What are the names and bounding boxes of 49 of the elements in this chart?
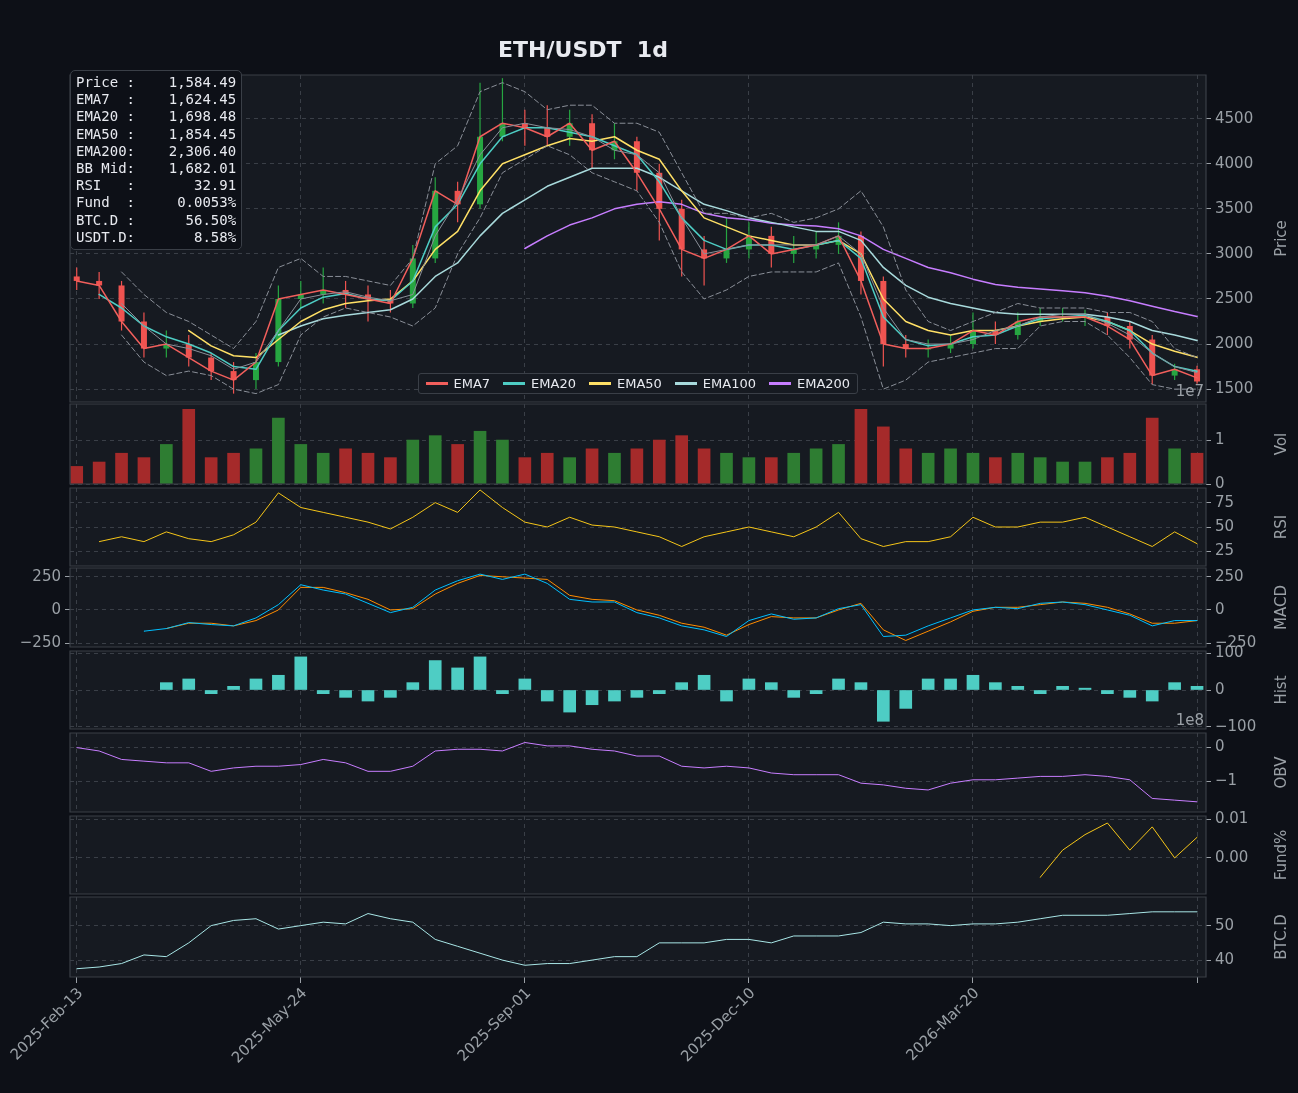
y-tick-label: 1500 (1215, 379, 1254, 397)
y-tick-label: 50 (1215, 516, 1235, 535)
legend-label: EMA200 (797, 376, 851, 391)
y-axis-title: Hist (1271, 675, 1290, 705)
y-tick-label: 0 (1215, 737, 1225, 756)
annotation: 1e8 (1175, 711, 1204, 729)
annotation: BTC.D : 56.50% (76, 211, 237, 228)
annotation: Fund : 0.0053% (76, 194, 237, 211)
y-tick-label: 2000 (1215, 333, 1254, 352)
annotation: 1e7 (1175, 382, 1204, 400)
y-tick-label: −250 (19, 633, 61, 652)
y-tick-label: 250 (32, 566, 61, 585)
y-axis-title: OBV (1271, 755, 1290, 789)
y-axis-title: RSI (1271, 514, 1290, 540)
y-tick-label: 4500 (1215, 108, 1254, 127)
y-tick-label: −100 (1215, 716, 1257, 735)
y-tick-label: 4000 (1215, 153, 1254, 172)
y-tick-label: 75 (1215, 492, 1235, 511)
annotation: BB Mid: 1,682.01 (76, 160, 237, 177)
legend-label: EMA100 (702, 376, 756, 391)
annotation: RSI : 32.91 (76, 177, 237, 194)
y-axis-title: Vol (1271, 432, 1290, 456)
y-tick-label: 0 (51, 599, 61, 618)
legend-label: EMA20 (531, 376, 576, 391)
y-tick-label: 50 (1215, 915, 1235, 934)
annotation: EMA7 : 1,624.45 (76, 91, 237, 108)
y-tick-label: 25 (1215, 541, 1235, 560)
y-tick-label: 3500 (1215, 198, 1254, 217)
chart-title: ETH/USDT 1d (497, 37, 669, 62)
y-tick-label: 2500 (1215, 288, 1254, 307)
annotation: EMA200: 2,306.40 (76, 142, 237, 159)
y-tick-label: 0.00 (1215, 847, 1249, 866)
annotation: USDT.D: 8.58% (76, 228, 237, 245)
legend-label: EMA7 (453, 376, 491, 391)
y-tick-label: 40 (1215, 949, 1235, 968)
y-axis-title: BTC.D (1271, 914, 1290, 960)
legend-label: EMA50 (616, 376, 662, 391)
y-tick-label: 3000 (1215, 243, 1254, 262)
y2-axis-title: MACD (1271, 585, 1290, 630)
y-tick-label: 0 (1215, 473, 1225, 492)
annotation: EMA50 : 1,854.45 (76, 125, 237, 142)
y-tick-label: 1 (1215, 429, 1225, 448)
annotation: EMA20 : 1,698.48 (76, 108, 237, 125)
y-tick-label: −1 (1215, 771, 1238, 790)
y-axis-title: Price (1271, 220, 1290, 257)
y-axis-title: Fund% (1271, 829, 1290, 881)
annotation: Price : 1,584.49 (76, 74, 237, 90)
y-tick-label: 0.01 (1215, 809, 1249, 827)
y-tick-label: 0 (1215, 679, 1225, 698)
